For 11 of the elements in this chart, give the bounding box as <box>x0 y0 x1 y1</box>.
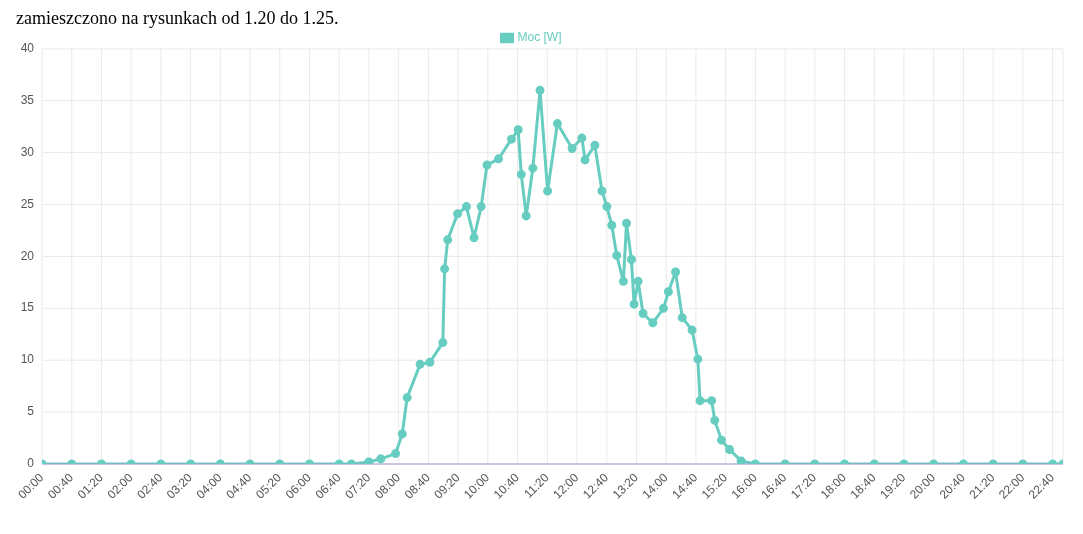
y-tick-label: 20 <box>20 248 35 263</box>
y-tick-label: 5 <box>27 404 35 419</box>
y-tick-label: 0 <box>27 456 35 471</box>
y-tick-label: 35 <box>20 92 35 107</box>
y-tick-label: 40 <box>20 41 35 55</box>
y-tick-label: 10 <box>20 352 35 367</box>
y-tick-label: 15 <box>20 300 35 315</box>
y-tick-label: 30 <box>20 144 35 159</box>
y-tick-label: 25 <box>20 196 35 211</box>
text: zamieszczono na rysunkach od 1.20 do 1.25. <box>16 8 340 30</box>
legend-label: Moc [W] <box>517 30 562 44</box>
